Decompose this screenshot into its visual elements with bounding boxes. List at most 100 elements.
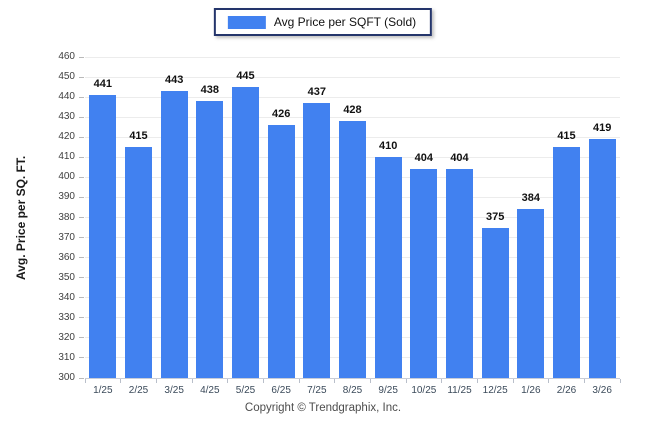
bar	[588, 139, 616, 378]
bar	[446, 169, 473, 378]
legend-color-swatch	[227, 15, 266, 29]
y-axis-tick-label: 400	[58, 171, 75, 183]
y-axis-tick-label: 460	[58, 51, 75, 62]
y-axis-tick	[79, 217, 84, 218]
bar	[481, 227, 509, 378]
x-axis-tick	[120, 379, 122, 383]
bar-value-label: 437	[307, 86, 326, 99]
bar	[339, 121, 366, 378]
y-axis-tick-label: 350	[58, 271, 75, 283]
x-axis-tick-label: 1/26	[521, 385, 541, 396]
x-axis-tick	[512, 379, 514, 383]
y-axis-tick-label: 440	[58, 91, 75, 103]
bar	[125, 147, 152, 378]
y-axis-tick	[79, 317, 84, 319]
bar-value-label: 375	[485, 210, 505, 223]
y-axis-tick-label: 370	[58, 231, 75, 243]
x-axis-tick	[441, 379, 443, 383]
x-axis-tick-label: 5/25	[235, 385, 256, 396]
y-axis-tick	[79, 56, 84, 58]
x-axis-tick	[262, 379, 264, 383]
y-axis-tick	[79, 337, 84, 339]
x-axis-tick-label: 3/25	[164, 385, 184, 396]
x-axis-tick-label: 2/26	[556, 385, 577, 396]
gridline	[85, 76, 620, 78]
x-axis-tick	[619, 379, 621, 383]
x-axis-tick	[405, 379, 407, 383]
y-axis-tick	[79, 176, 84, 178]
bar	[410, 169, 438, 378]
x-axis-tick	[227, 379, 229, 383]
copyright-text: Copyright © Trendgraphix, Inc.	[244, 402, 402, 414]
x-axis-tick	[583, 379, 585, 383]
y-axis-tick	[79, 156, 84, 158]
x-axis-tick-label: 3/26	[592, 385, 612, 396]
bar-value-label: 415	[557, 130, 576, 143]
x-axis-tick-label: 12/25	[482, 385, 508, 396]
bar	[374, 157, 402, 378]
y-axis-tick-label: 310	[58, 351, 75, 363]
x-axis-tick-label: 10/25	[411, 385, 437, 396]
bar-value-label: 410	[378, 140, 398, 153]
y-axis-tick-label: 320	[58, 331, 75, 343]
y-axis-tick	[79, 96, 84, 98]
y-axis-tick	[79, 196, 84, 198]
x-axis-tick	[155, 379, 157, 383]
x-axis-tick	[334, 379, 336, 383]
bar-value-label: 404	[450, 152, 469, 165]
bar-value-label: 404	[414, 152, 433, 165]
x-axis-tick-label: 2/25	[128, 385, 149, 396]
bar	[517, 209, 545, 378]
bar	[303, 103, 331, 378]
bar-value-label: 426	[271, 108, 291, 121]
y-axis-tick	[79, 297, 84, 299]
y-axis-tick	[79, 257, 84, 259]
x-axis-tick-label: 7/25	[307, 385, 327, 396]
gridline	[85, 96, 620, 98]
x-axis-tick	[548, 379, 550, 383]
x-axis-tick	[369, 379, 371, 383]
y-axis-tick-label: 390	[58, 191, 75, 203]
bar-value-label: 441	[93, 78, 112, 91]
y-axis-tick-label: 410	[58, 151, 75, 163]
gridline	[85, 56, 620, 58]
x-axis-tick	[298, 379, 300, 383]
x-axis-tick-label: 9/25	[378, 385, 398, 396]
y-axis-tick-label: 340	[58, 291, 75, 303]
bar-value-label: 415	[129, 130, 148, 143]
bar-value-label: 384	[521, 192, 540, 205]
bar-value-label: 438	[200, 84, 219, 97]
y-axis-tick-label: 430	[58, 111, 75, 123]
legend: Avg Price per SQFT (Sold)	[213, 8, 433, 36]
bar	[89, 95, 117, 378]
y-axis-tick	[79, 277, 84, 279]
bar-value-label: 419	[592, 122, 612, 135]
x-axis-tick-label: 1/25	[93, 385, 113, 396]
y-axis-tick-label: 360	[58, 251, 75, 263]
bar	[267, 125, 295, 378]
bar	[196, 101, 224, 378]
y-axis-tick-label: 330	[58, 311, 75, 323]
y-axis-tick-label: 380	[58, 211, 75, 223]
bar	[160, 91, 188, 378]
y-axis-tick-label: 420	[58, 131, 75, 143]
y-axis-tick-label: 300	[58, 372, 75, 383]
x-axis-tick-label: 11/25	[447, 385, 472, 396]
x-axis-tick-label: 8/25	[342, 385, 363, 396]
x-axis-tick-label: 6/25	[271, 385, 291, 396]
y-axis-tick	[79, 76, 84, 78]
bar	[232, 87, 259, 378]
y-axis-tick	[79, 377, 84, 379]
bar-value-label: 443	[164, 74, 184, 87]
x-axis-line	[85, 378, 620, 379]
y-axis-tick	[79, 357, 84, 359]
bar-value-label: 445	[236, 70, 255, 83]
y-axis-tick-label: 450	[58, 71, 75, 83]
x-axis-tick	[191, 379, 193, 383]
bar-value-label: 428	[343, 104, 362, 117]
x-axis-tick	[84, 379, 86, 383]
gridline	[85, 116, 620, 118]
legend-label: Avg Price per SQFT (Sold)	[273, 15, 417, 29]
